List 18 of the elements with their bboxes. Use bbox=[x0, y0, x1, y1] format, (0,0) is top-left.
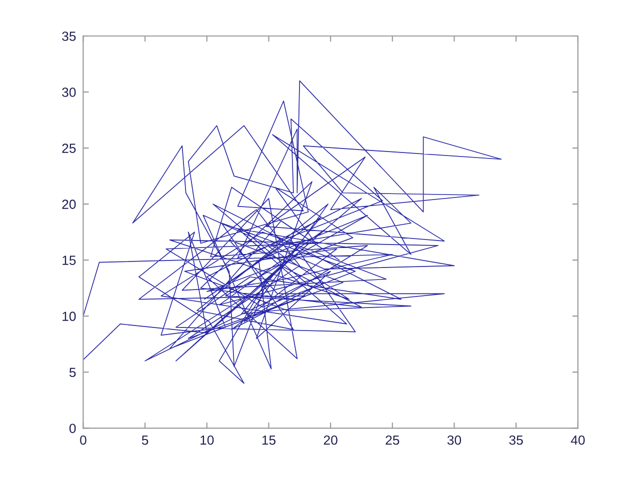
line-series bbox=[83, 80, 502, 384]
y-tick-label: 10 bbox=[62, 312, 76, 322]
y-tick-label: 5 bbox=[69, 368, 76, 378]
x-tick-label: 30 bbox=[447, 435, 462, 445]
x-tick-label: 10 bbox=[200, 435, 214, 445]
y-tick-label: 0 bbox=[69, 424, 76, 434]
y-tick-label: 30 bbox=[62, 88, 76, 97]
x-tick-label: 35 bbox=[509, 435, 523, 445]
x-tick-label: 15 bbox=[262, 436, 276, 445]
x-tick-label: 25 bbox=[386, 435, 400, 445]
x-tick-label: 20 bbox=[324, 435, 338, 445]
y-tick-label: 15 bbox=[62, 256, 76, 265]
x-tick-label: 0 bbox=[80, 435, 86, 445]
x-tick-label: 40 bbox=[570, 435, 585, 445]
x-tick-label: 5 bbox=[142, 436, 148, 445]
y-tick-label: 20 bbox=[62, 200, 76, 209]
y-tick-label: 25 bbox=[62, 144, 76, 153]
y-tick-label: 35 bbox=[62, 32, 76, 41]
